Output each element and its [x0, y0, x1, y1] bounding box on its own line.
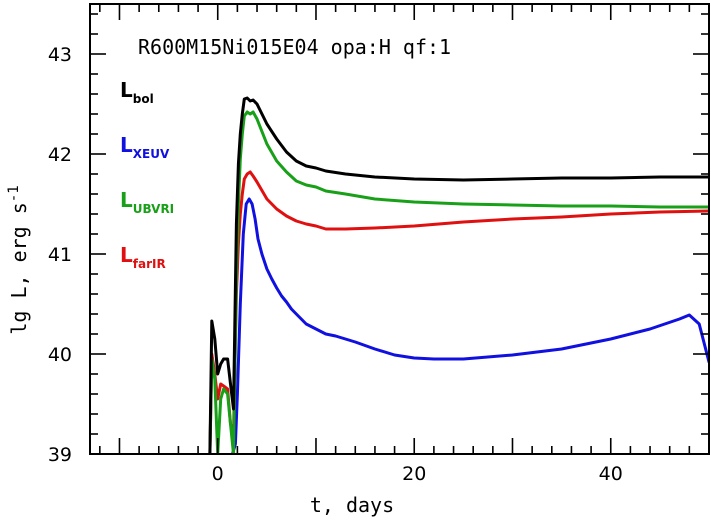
series-line-ubvri — [208, 110, 709, 454]
legend-label: L — [120, 78, 133, 102]
legend-label: L — [120, 243, 133, 267]
y-tick-label: 43 — [48, 44, 72, 66]
legend-item-xeuv: LXEUV — [120, 133, 170, 161]
x-tick-label: 40 — [599, 463, 623, 485]
x-axis-label: t, days — [310, 493, 394, 517]
y-tick-label: 41 — [48, 244, 72, 266]
y-tick-label: 39 — [48, 444, 72, 466]
ticks-layer — [90, 4, 710, 455]
legend-subscript: bol — [133, 92, 154, 106]
series-line-xeuv — [231, 197, 709, 454]
tick-labels-layer: 0 20 40 39 40 41 42 43 — [48, 44, 623, 485]
plot-frame — [89, 3, 710, 455]
x-tick-label: 0 — [212, 463, 224, 485]
legend-label: L — [120, 188, 133, 212]
legend-label: L — [120, 133, 133, 157]
series-layer — [208, 96, 709, 454]
y-tick-label: 42 — [48, 144, 72, 166]
legend-subscript: XEUV — [133, 147, 170, 161]
legend-item-farir: LfarIR — [120, 243, 166, 271]
y-axis-label-text: lg L, erg s — [7, 202, 31, 334]
y-axis-label: lg L, erg s-1 — [6, 185, 31, 334]
legend-subscript: farIR — [133, 257, 166, 271]
chart-title: R600M15Ni015E04 opa:H qf:1 — [138, 35, 451, 59]
legend-item-ubvri: LUBVRI — [120, 188, 174, 216]
series-line-bol — [208, 96, 709, 454]
series-line-farir — [208, 170, 709, 454]
y-tick-label: 40 — [48, 344, 72, 366]
legend-item-bol: Lbol — [120, 78, 154, 106]
x-tick-label: 20 — [402, 463, 426, 485]
legend-subscript: UBVRI — [133, 202, 174, 216]
y-axis-label-exponent: -1 — [6, 185, 22, 202]
